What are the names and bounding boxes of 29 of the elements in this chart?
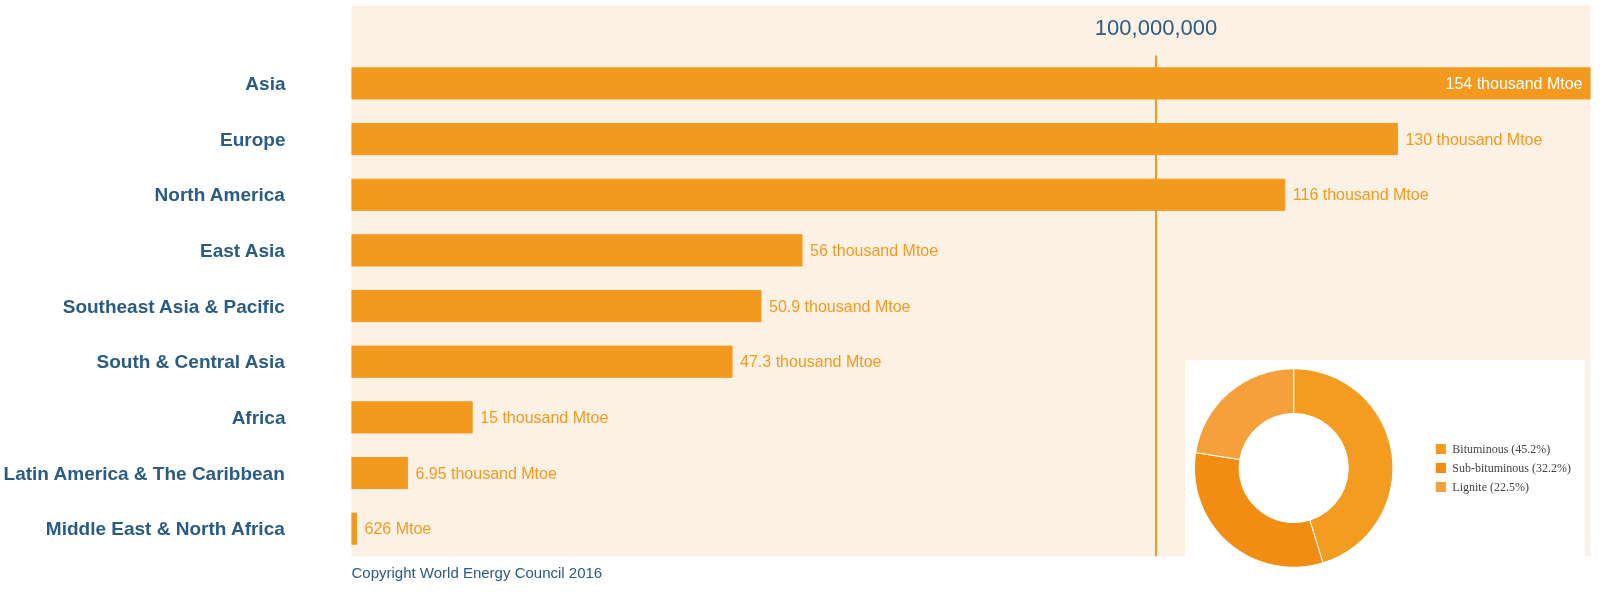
y-tick-label: Middle East & North Africa xyxy=(45,518,286,540)
y-tick-label: Asia xyxy=(245,72,286,94)
ref-line-label: 100,000,000 xyxy=(1094,15,1218,41)
text: Copyright World Energy Council 2016 xyxy=(351,563,603,581)
data-label: 626 Mtoe xyxy=(364,520,432,538)
bar xyxy=(351,289,762,323)
y-tick-label: East Asia xyxy=(199,239,286,261)
data-label: 116 thousand Mtoe xyxy=(1292,186,1429,204)
bar xyxy=(351,234,803,267)
data-label: 6.95 thousand Mtoe xyxy=(415,464,557,482)
y-tick-label: Africa xyxy=(231,406,286,428)
data-label: 15 thousand Mtoe xyxy=(480,408,609,426)
legend-label: Sub-bituminous (32.2%) xyxy=(1452,460,1571,475)
data-label: 130 thousand Mtoe xyxy=(1405,130,1543,148)
bar xyxy=(351,401,473,434)
y-tick-label: Latin America & The Caribbean xyxy=(3,462,285,484)
data-label: 47.3 thousand Mtoe xyxy=(740,353,882,371)
y-tick-label: North America xyxy=(154,184,286,206)
bar xyxy=(351,456,408,490)
data-label: 56 thousand Mtoe xyxy=(810,241,939,259)
y-tick-label: South & Central Asia xyxy=(96,351,286,373)
data-label: 50.9 thousand Mtoe xyxy=(769,297,911,315)
y-tick-label: Europe xyxy=(220,128,286,150)
legend-label: Bituminous (45.2%) xyxy=(1452,441,1551,456)
bar xyxy=(351,512,358,545)
y-tick-label: Southeast Asia & Pacific xyxy=(62,295,286,317)
bar xyxy=(351,345,733,378)
legend-label: Lignite (22.5%) xyxy=(1452,479,1529,494)
data-label: 154 thousand Mtoe xyxy=(1445,74,1583,92)
